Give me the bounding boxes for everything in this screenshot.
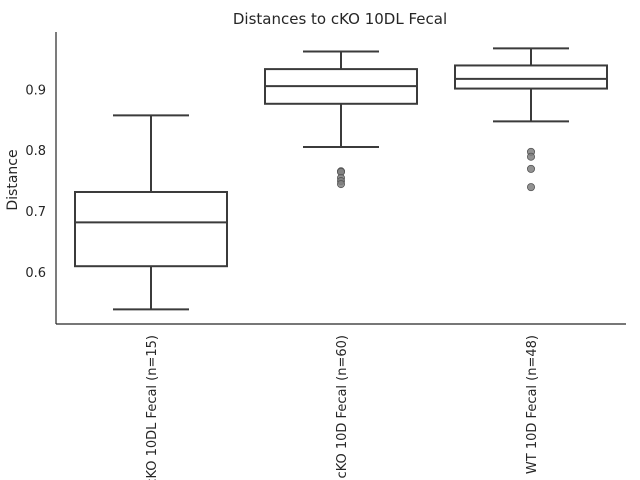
chart-title: Distances to cKO 10DL Fecal [233, 10, 447, 28]
outlier-point [336, 180, 345, 189]
box-iqr [74, 190, 228, 268]
x-tick-label: cKO 10DL Fecal (n=15) [145, 335, 160, 480]
outlier-point [527, 164, 536, 173]
plot-area: 0.6 0.7 0.8 0.9 cKO 10DL Fecal (n=15) cKO 10D… [25, 32, 626, 480]
y-tick-label: 0.9 [25, 83, 46, 98]
y-tick-label: 0.7 [25, 205, 46, 220]
x-tick-label: WT 10D Fecal (n=48) [525, 335, 540, 474]
y-tick-label: 0.6 [25, 266, 46, 281]
outlier-point [527, 152, 536, 161]
y-axis-label: Distance [5, 149, 21, 210]
y-tick-label: 0.8 [25, 144, 46, 159]
box-iqr [454, 64, 608, 90]
outlier-point [527, 183, 536, 192]
x-tick-label: cKO 10D Fecal (n=60) [335, 335, 350, 478]
